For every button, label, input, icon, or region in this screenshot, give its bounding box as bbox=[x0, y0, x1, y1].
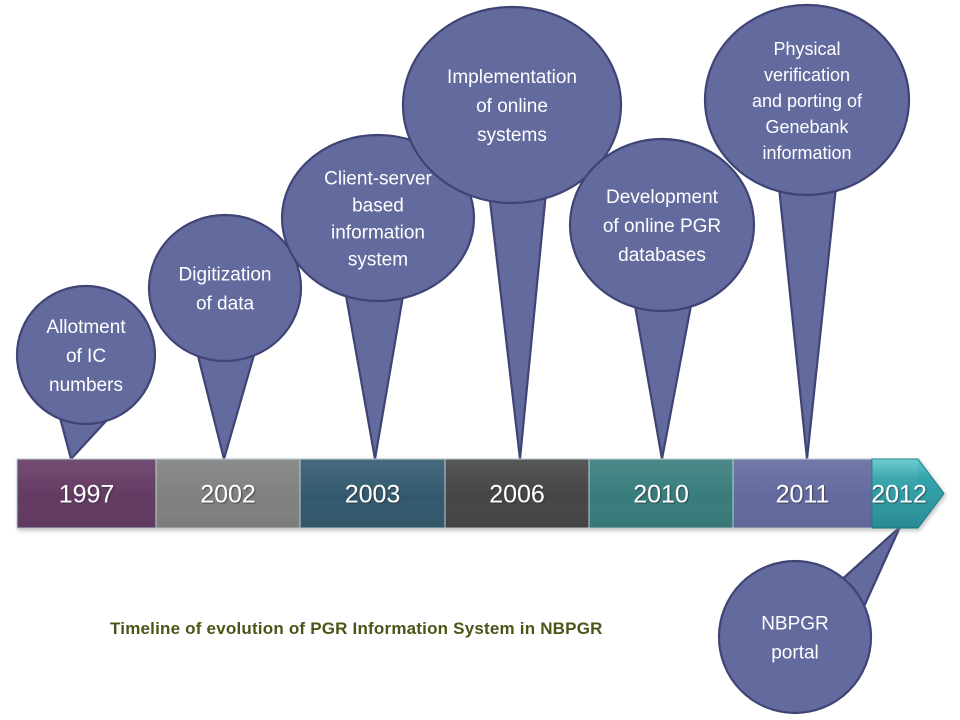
tail-digitization-of-data bbox=[196, 348, 256, 459]
bubble-label-line: Development bbox=[606, 187, 719, 208]
timeline-year-label-2003: 2003 bbox=[345, 481, 401, 509]
bubble-label-line: and porting of bbox=[752, 91, 863, 111]
bubble-label-line: information bbox=[762, 143, 851, 163]
milestone-bubbles-layer: Allotment of IC numbers Digitization of data… bbox=[17, 5, 909, 713]
bubble-label-line: Physical bbox=[773, 39, 840, 59]
tail-implementation-of-online-systems bbox=[489, 192, 546, 459]
milestone-bubble-development-of-online-pgr-databases[interactable]: Development of online PGR databases bbox=[570, 139, 754, 311]
bubble-label-line: information bbox=[331, 223, 425, 244]
bubble-label-line: numbers bbox=[49, 375, 123, 396]
milestone-bubble-digitization-of-data[interactable]: Digitization of data bbox=[149, 215, 301, 361]
tail-physical-verification-and-porting bbox=[779, 187, 836, 459]
bubble-label-line: Allotment bbox=[46, 317, 126, 338]
tail-development-of-online-pgr-databases bbox=[634, 300, 692, 459]
bubble-shape-digitization-of-data bbox=[149, 215, 301, 361]
bubble-label-line: system bbox=[348, 250, 408, 271]
bubble-label-line: of online bbox=[476, 96, 548, 117]
diagram-caption: Timeline of evolution of PGR Information… bbox=[110, 619, 603, 638]
milestone-bubble-physical-verification-and-porting-of-genebank-information[interactable]: Physical verification and porting of Geneba… bbox=[705, 5, 909, 195]
timeline-bar: 1997 2002 2003 2006 2010 2011 2012 bbox=[17, 459, 944, 528]
bubble-shape-nbpgr-portal bbox=[719, 561, 871, 713]
timeline-diagram-canvas: 1997 2002 2003 2006 2010 2011 2012 Allotment of… bbox=[0, 0, 960, 720]
timeline-year-label-2012: 2012 bbox=[871, 481, 927, 509]
bubble-label-line: portal bbox=[771, 643, 819, 664]
bubble-label-line: Client-server bbox=[324, 169, 432, 190]
milestone-bubble-allotment-of-ic-numbers[interactable]: Allotment of IC numbers bbox=[17, 286, 155, 424]
timeline-year-label-1997: 1997 bbox=[59, 481, 115, 509]
milestone-bubble-nbpgr-portal[interactable]: NBPGR portal bbox=[719, 561, 871, 713]
timeline-year-label-2011: 2011 bbox=[776, 481, 830, 509]
bubble-label-line: based bbox=[352, 196, 404, 217]
bubble-label-line: NBPGR bbox=[761, 614, 829, 635]
bubble-label-line: Digitization bbox=[179, 265, 272, 286]
bubble-label-line: Genebank bbox=[765, 117, 849, 137]
timeline-year-label-2006: 2006 bbox=[489, 481, 545, 509]
bubble-label-line: of IC bbox=[66, 346, 106, 367]
timeline-diagram-svg: 1997 2002 2003 2006 2010 2011 2012 Allotment of… bbox=[0, 0, 960, 720]
tail-client-server-based-information-system bbox=[345, 290, 404, 459]
bubble-label-line: of data bbox=[196, 294, 255, 315]
bubble-label-line: databases bbox=[618, 245, 706, 266]
bubble-label-line: verification bbox=[764, 65, 850, 85]
timeline-year-label-2002: 2002 bbox=[200, 481, 256, 509]
timeline-year-label-2010: 2010 bbox=[633, 481, 689, 509]
bubble-label-line: of online PGR bbox=[603, 216, 721, 237]
bubble-label-line: Implementation bbox=[447, 67, 577, 88]
bubble-label-line: systems bbox=[477, 125, 547, 146]
